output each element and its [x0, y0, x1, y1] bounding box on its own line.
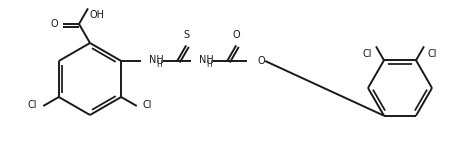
Text: H: H — [156, 60, 162, 69]
Text: O: O — [232, 30, 240, 40]
Text: O: O — [258, 56, 265, 66]
Text: NH: NH — [199, 55, 214, 65]
Text: NH: NH — [149, 55, 164, 65]
Text: Cl: Cl — [428, 49, 437, 59]
Text: Cl: Cl — [143, 100, 152, 110]
Text: H: H — [206, 60, 212, 69]
Text: Cl: Cl — [28, 100, 37, 110]
Text: S: S — [183, 30, 189, 40]
Text: Cl: Cl — [363, 49, 372, 59]
Text: OH: OH — [90, 10, 105, 20]
Text: O: O — [50, 19, 58, 29]
